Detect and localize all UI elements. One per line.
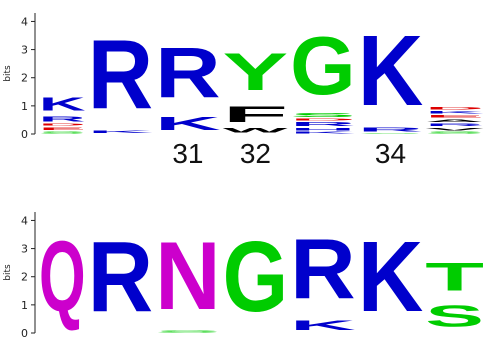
logo-letter-n: N <box>155 221 221 329</box>
logo-letter-k: K <box>358 15 424 127</box>
position-label: 31 <box>172 138 203 169</box>
position-label: 32 <box>240 138 271 169</box>
logo-letter-g: G <box>290 19 356 112</box>
logo-letter-r: R <box>425 123 484 127</box>
logo-letter-k: K <box>155 113 221 134</box>
logo-letter-r: R <box>290 121 356 127</box>
logo-letter-s: S <box>39 131 86 134</box>
logo-letter-d: D <box>425 106 484 110</box>
logo-letter-h: H <box>290 127 356 131</box>
y-axis-title: bits <box>3 65 13 82</box>
logo-column-5: KR <box>290 221 356 333</box>
logo-letter-s: S <box>155 330 221 333</box>
logo-letter-r: R <box>88 221 154 333</box>
logo-letter-k: K <box>425 110 484 114</box>
logo-column-6: SRK <box>358 15 424 134</box>
logo-letter-r: R <box>39 114 86 123</box>
y-tick-label: 1 <box>21 299 28 312</box>
logo-letter-k: K <box>290 317 356 333</box>
logo-letter-r: R <box>290 221 356 317</box>
y-tick-label: 1 <box>21 100 28 113</box>
logo-letter-s: S <box>290 112 356 118</box>
y-tick-label: 3 <box>21 44 28 57</box>
logo-column-4: G <box>223 220 289 333</box>
logo-letter-e: E <box>425 114 484 118</box>
logo-column-6: K <box>358 221 424 333</box>
logo-letter-q: Q <box>39 220 86 333</box>
logo-letter-f: F <box>223 102 289 127</box>
logo-letter-t: T <box>425 254 484 299</box>
logo-letter-r: R <box>155 33 221 113</box>
position-label: 34 <box>375 138 406 169</box>
logo-letter-s: S <box>425 131 484 134</box>
logo-letter-v: V <box>425 127 484 131</box>
y-tick-label: 2 <box>21 271 28 284</box>
logo-letter-s: S <box>425 299 484 333</box>
y-tick-label: 3 <box>21 243 28 256</box>
logo-letter-a: A <box>425 119 484 123</box>
logo-letter-k: K <box>290 131 356 134</box>
logo-letter-e: E <box>39 126 86 130</box>
logo-column-4: WFY <box>223 43 289 135</box>
logo-letter-r: R <box>358 127 424 133</box>
y-tick-label: 4 <box>21 214 28 227</box>
logo-letter-g: G <box>223 220 289 333</box>
logo-letter-k: K <box>358 221 424 333</box>
logo-column-3: KR <box>155 33 221 134</box>
y-tick-label: 0 <box>21 327 28 340</box>
y-axis-title: bits <box>3 264 13 281</box>
logo-letter-d: D <box>39 123 86 126</box>
logo-letter-s: S <box>358 133 424 134</box>
logo-letter-d: D <box>290 118 356 121</box>
y-tick-label: 4 <box>21 15 28 28</box>
logo-column-7: ST <box>425 254 484 333</box>
logo-column-3: SN <box>155 221 221 333</box>
logo-column-1: Q <box>39 220 86 333</box>
logo-column-2: KR <box>88 21 154 134</box>
y-tick-label: 2 <box>21 72 28 85</box>
logo-letter-w: W <box>223 127 289 134</box>
logo-letter-r: R <box>88 21 154 130</box>
logo-letter-k: K <box>88 130 154 134</box>
y-tick-label: 0 <box>21 128 28 141</box>
logo-column-2: R <box>88 221 154 333</box>
logo-letter-y: Y <box>223 43 289 102</box>
logo-letter-k: K <box>39 94 86 115</box>
